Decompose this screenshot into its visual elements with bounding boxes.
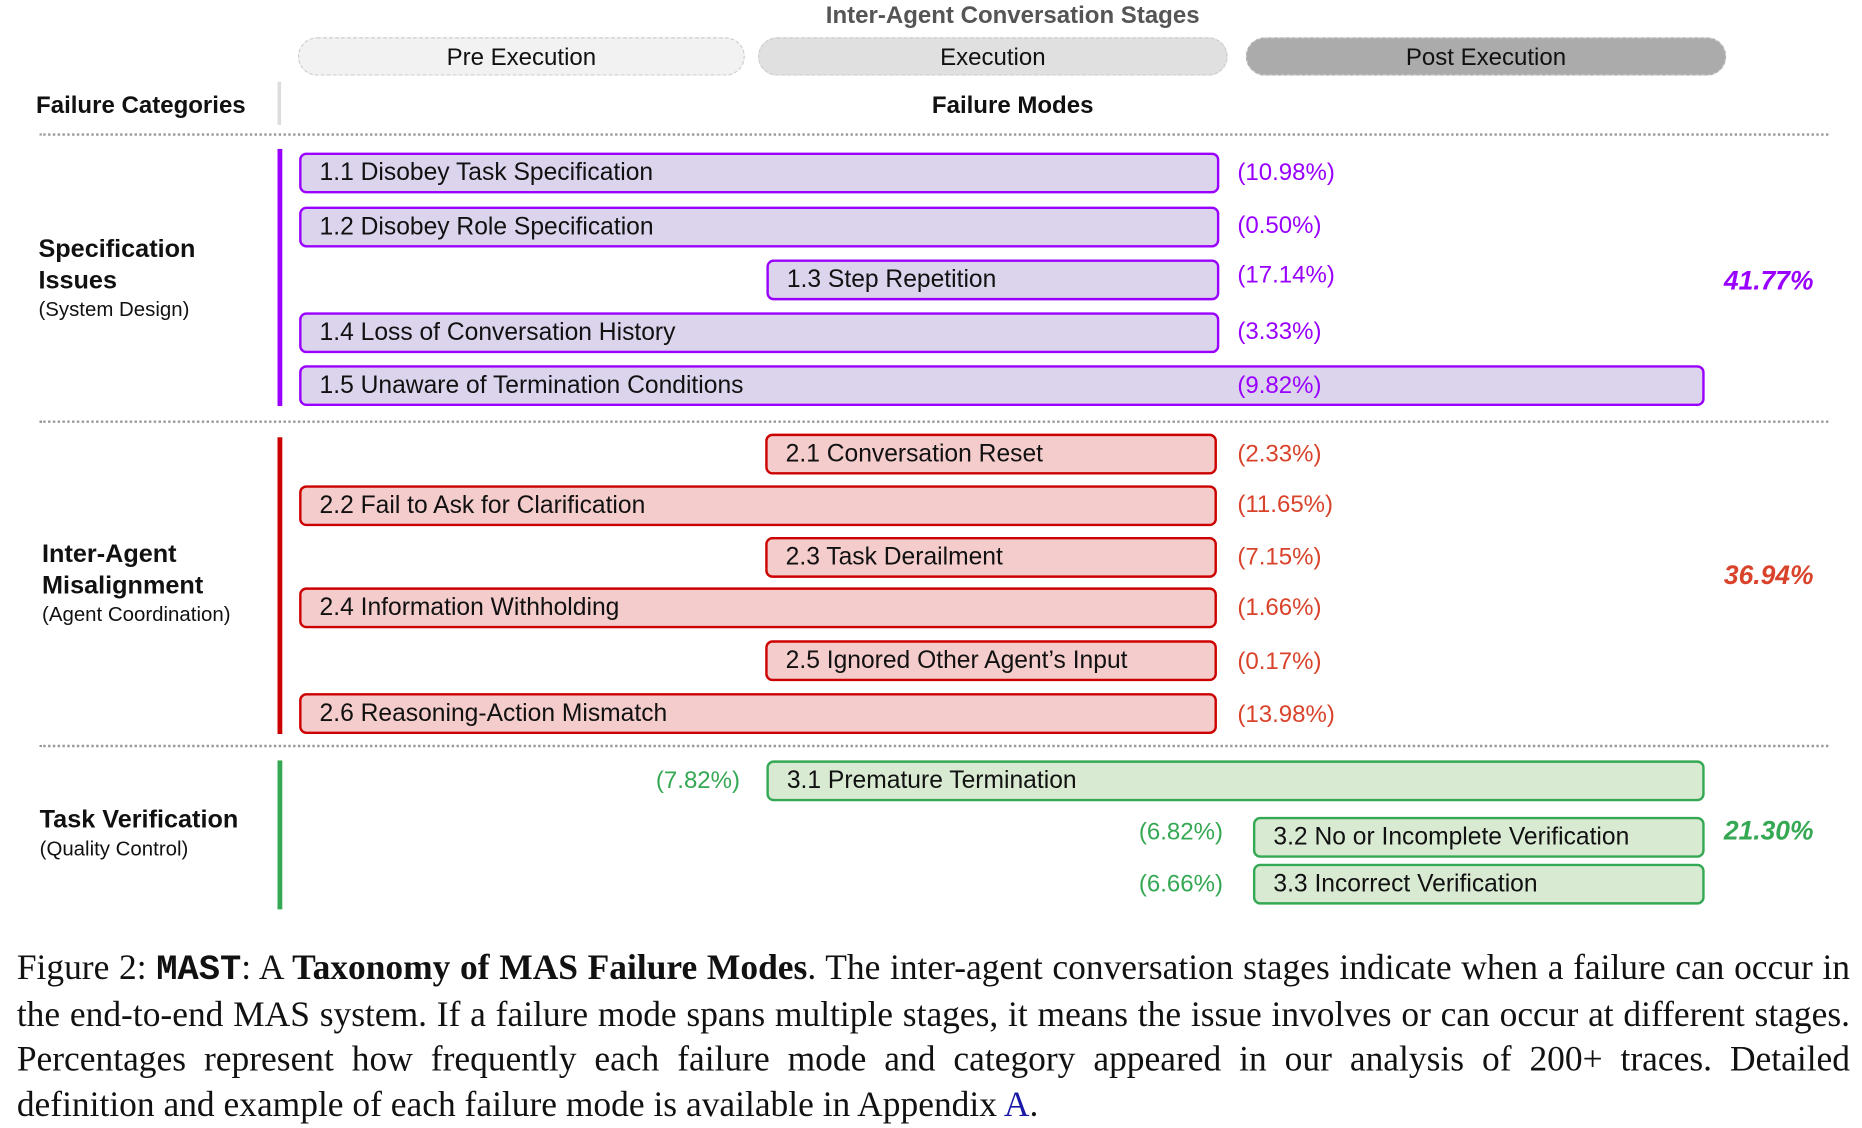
mode-percentage: (0.17%) [1237, 648, 1322, 676]
category-name: Issues [38, 266, 117, 295]
mode-percentage: (11.65%) [1237, 491, 1334, 518]
failure-categories-header: Failure Categories [36, 92, 246, 119]
mode-percentage: (6.82%) [1138, 819, 1223, 846]
failure-mode-2-5: 2.5 Ignored Other Agent’s Input [765, 640, 1217, 682]
failure-mode-2-2: 2.2 Fail to Ask for Clarification [299, 485, 1217, 527]
caption-body: . The inter-agent conversation stages in… [16, 949, 1851, 1124]
category-name: Inter-Agent [42, 540, 177, 569]
category-subtitle: (Agent Coordination) [42, 603, 231, 626]
category-name: Misalignment [42, 571, 204, 600]
mode-percentage: (1.66%) [1237, 594, 1322, 622]
category-total: 36.94% [1723, 559, 1814, 590]
category-total: 41.77% [1723, 265, 1814, 296]
category-bar [277, 148, 283, 407]
appendix-link[interactable]: A [1003, 1085, 1030, 1124]
failure-mode-3-2: 3.2 No or Incomplete Verification [1252, 816, 1705, 858]
stage-post-execution: Post Execution [1245, 37, 1727, 76]
mode-percentage: (10.98%) [1237, 159, 1335, 187]
caption-title: Taxonomy of MAS Failure Modes [292, 949, 808, 988]
failure-modes-header: Failure Modes [931, 92, 1094, 119]
category-subtitle: (Quality Control) [39, 837, 189, 861]
failure-mode-2-3: 2.3 Task Derailment [765, 536, 1217, 578]
category-total: 21.30% [1723, 815, 1814, 846]
figure-caption: Figure 2: MAST: A Taxonomy of MAS Failur… [17, 947, 1850, 1128]
category-bar [277, 437, 283, 734]
stage-pre-execution: Pre Execution [297, 37, 745, 76]
mode-percentage: (7.15%) [1237, 544, 1322, 571]
caption-name: MAST [156, 949, 242, 990]
mode-percentage: (3.33%) [1237, 318, 1322, 345]
divider [39, 744, 1829, 748]
failure-mode-3-1: 3.1 Premature Termination [766, 760, 1705, 802]
failure-mode-1-5: 1.5 Unaware of Termination Conditions [299, 365, 1705, 407]
category-name: Specification [38, 235, 196, 264]
category-misalignment: Inter-Agent Misalignment (Agent Coordina… [42, 539, 230, 628]
category-verification: Task Verification (Quality Control) [40, 805, 239, 863]
stage-execution: Execution [758, 37, 1228, 76]
mode-percentage: (17.14%) [1237, 261, 1335, 289]
failure-mode-2-1: 2.1 Conversation Reset [765, 433, 1217, 475]
failure-mode-2-4: 2.4 Information Withholding [299, 587, 1217, 629]
caption-text: . [1029, 1085, 1039, 1124]
failure-mode-1-4: 1.4 Loss of Conversation History [299, 312, 1220, 354]
mode-percentage: (9.82%) [1237, 372, 1322, 399]
caption-prefix: Figure 2: [16, 949, 157, 988]
category-name: Task Verification [39, 806, 239, 834]
category-specification: Specification Issues (System Design) [38, 234, 195, 323]
divider [39, 133, 1829, 136]
failure-mode-1-3: 1.3 Step Repetition [766, 259, 1220, 301]
mode-percentage: (0.50%) [1237, 212, 1322, 240]
caption-text: : A [241, 949, 293, 988]
mode-percentage: (7.82%) [655, 767, 741, 795]
header-divider [277, 81, 282, 125]
category-subtitle: (System Design) [38, 297, 190, 321]
failure-mode-3-3: 3.3 Incorrect Verification [1252, 863, 1705, 905]
mode-percentage: (13.98%) [1237, 701, 1335, 728]
failure-mode-1-1: 1.1 Disobey Task Specification [299, 152, 1220, 194]
failure-mode-2-6: 2.6 Reasoning-Action Mismatch [299, 693, 1217, 734]
stages-title: Inter-Agent Conversation Stages [825, 2, 1200, 29]
mode-percentage: (2.33%) [1237, 440, 1322, 468]
category-bar [277, 760, 283, 910]
divider [39, 420, 1829, 423]
failure-mode-1-2: 1.2 Disobey Role Specification [299, 206, 1220, 248]
mode-percentage: (6.66%) [1138, 870, 1223, 898]
